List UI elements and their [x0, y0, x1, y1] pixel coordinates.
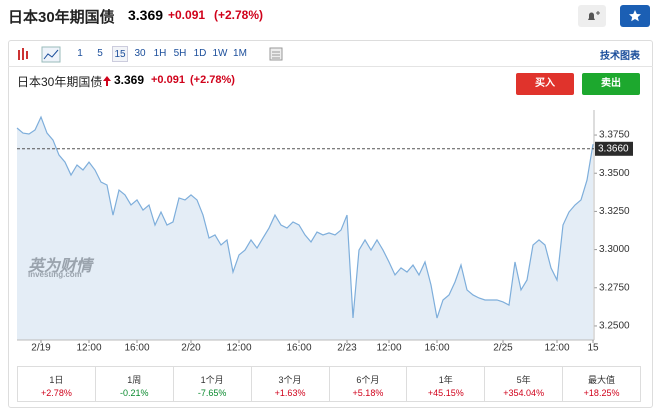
period-label: 最大值	[588, 375, 616, 385]
performance-cell[interactable]: 6个月 +5.18%	[328, 366, 408, 402]
y-tick-label: 3.2500	[599, 321, 630, 332]
performance-cell[interactable]: 1年 +45.15%	[406, 366, 486, 402]
quote-title: 日本30年期国债	[17, 75, 103, 89]
period-label: 5年	[516, 375, 531, 385]
period-label: 3个月	[278, 375, 302, 385]
x-tick-label: 2/25	[493, 343, 513, 354]
change-pct: (+2.78%)	[214, 8, 264, 22]
x-tick-label: 16:00	[286, 343, 311, 354]
period-change: -7.65%	[197, 388, 227, 398]
period-change: +2.78%	[41, 388, 72, 398]
x-tick-label: 12:00	[376, 343, 401, 354]
period-label: 6个月	[356, 375, 380, 385]
y-tick-label: 3.3750	[599, 130, 630, 141]
performance-cell[interactable]: 1日 +2.78%	[17, 366, 96, 402]
title: 日本30年期国债	[8, 9, 115, 26]
period-change: +5.18%	[352, 388, 384, 398]
interval-button[interactable]: 15	[112, 46, 128, 62]
interval-button[interactable]: 30	[134, 48, 146, 59]
interval-button[interactable]: 1W	[212, 48, 228, 59]
x-tick-label: 16:00	[424, 343, 449, 354]
period-change: +45.15%	[427, 388, 464, 398]
alert-button[interactable]	[578, 5, 606, 27]
price: 3.369	[128, 7, 164, 23]
x-tick-label: 12:00	[76, 343, 101, 354]
x-tick-label: 12:00	[544, 343, 569, 354]
divider	[8, 66, 653, 67]
x-tick-label: 15	[587, 343, 599, 354]
watermark-site: Investing.com	[28, 270, 82, 279]
price-line	[16, 115, 594, 319]
period-label: 1周	[127, 375, 142, 385]
y-tick-label: 3.3000	[599, 244, 630, 255]
quote-change-pct: (+2.78%)	[190, 74, 235, 86]
up-arrow	[103, 76, 111, 86]
watchlist-button[interactable]	[620, 5, 650, 27]
period-label: 1日	[49, 375, 64, 385]
interval-button[interactable]: 1H	[153, 48, 167, 59]
advanced-chart-link[interactable]: 技术图表	[600, 51, 640, 62]
interval-button[interactable]: 1	[77, 48, 83, 59]
reference-label: 3.3660	[598, 143, 629, 154]
performance-cell[interactable]: 最大值 +18.25%	[562, 366, 641, 402]
chart-card	[8, 40, 653, 408]
quote-change: +0.091	[151, 74, 185, 86]
watermark-brand: 英为财情	[28, 258, 93, 275]
y-tick-label: 3.3250	[599, 206, 630, 217]
period-label: 1年	[438, 375, 453, 385]
period-change: +18.25%	[583, 388, 620, 398]
reference-label-box	[595, 141, 633, 156]
chart-type-icons[interactable]	[16, 46, 76, 64]
performance-cell[interactable]: 1个月 -7.65%	[172, 366, 252, 402]
change: +0.091	[168, 8, 206, 22]
x-tick-label: 2/23	[337, 343, 357, 354]
x-tick-label: 12:00	[226, 343, 251, 354]
y-tick-label: 3.3500	[599, 168, 630, 179]
interval-button[interactable]: 1D	[193, 48, 207, 59]
performance-cell[interactable]: 3个月 +1.63%	[250, 366, 330, 402]
area-fill	[17, 117, 593, 340]
quote-price: 3.369	[114, 73, 145, 87]
sell-button[interactable]: 卖出	[582, 73, 640, 95]
interval-button[interactable]: 5H	[173, 48, 187, 59]
interval-button[interactable]: 1M	[233, 48, 247, 59]
period-label: 1个月	[200, 375, 224, 385]
performance-cell[interactable]: 5年 +354.04%	[484, 366, 564, 402]
buy-button[interactable]: 买入	[516, 73, 574, 95]
period-change: +1.63%	[274, 388, 306, 398]
settings-icon[interactable]	[268, 46, 284, 62]
interval-button[interactable]: 5	[97, 48, 103, 59]
period-change: +354.04%	[503, 388, 545, 398]
x-tick-label: 2/20	[181, 343, 201, 354]
y-tick-label: 3.2750	[599, 282, 630, 293]
x-tick-label: 16:00	[124, 343, 149, 354]
performance-cell[interactable]: 1周 -0.21%	[94, 366, 174, 402]
period-change: -0.21%	[120, 388, 149, 398]
x-tick-label: 2/19	[31, 343, 51, 354]
